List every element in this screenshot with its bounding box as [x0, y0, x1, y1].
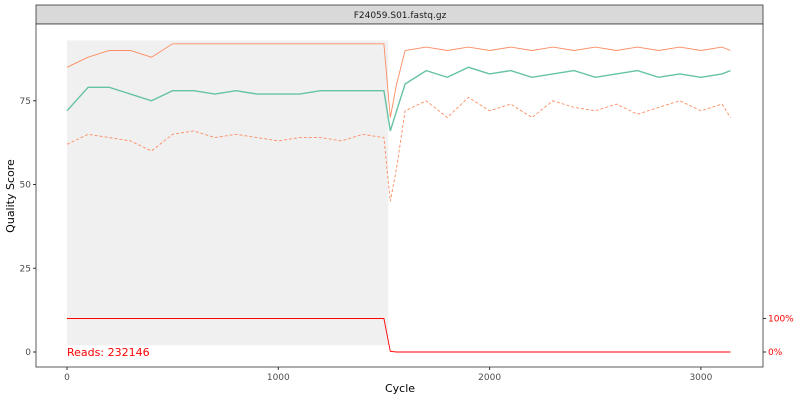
secondary-y-tick-label: 100%	[768, 315, 794, 325]
y-axis-label: Quality Score	[4, 159, 17, 233]
axes: 0 1000 2000 3000 0 25 50 75 0% 100%	[20, 97, 795, 383]
secondary-y-tick-label: 0%	[768, 348, 783, 358]
heatmap-region	[67, 40, 389, 346]
series-quartiles	[66, 96, 731, 202]
y-tick-label: 75	[20, 97, 31, 107]
x-tick-label: 2000	[478, 373, 501, 383]
facet-title: F24059.S01.fastq.gz	[354, 11, 447, 21]
reads-annotation: Reads: 232146	[67, 346, 150, 359]
x-axis-label: Cycle	[385, 382, 415, 395]
y-tick-label: 0	[25, 348, 31, 358]
series-median	[66, 43, 731, 118]
quality-heatmap	[67, 40, 389, 346]
series-mean	[66, 66, 731, 132]
x-tick-label: 0	[64, 373, 70, 383]
series-lines	[66, 43, 731, 353]
y-tick-label: 25	[20, 264, 31, 274]
y-tick-label: 50	[20, 181, 32, 191]
x-tick-label: 1000	[267, 373, 290, 383]
series-reads-percent	[67, 318, 731, 353]
x-tick-label: 3000	[689, 373, 712, 383]
